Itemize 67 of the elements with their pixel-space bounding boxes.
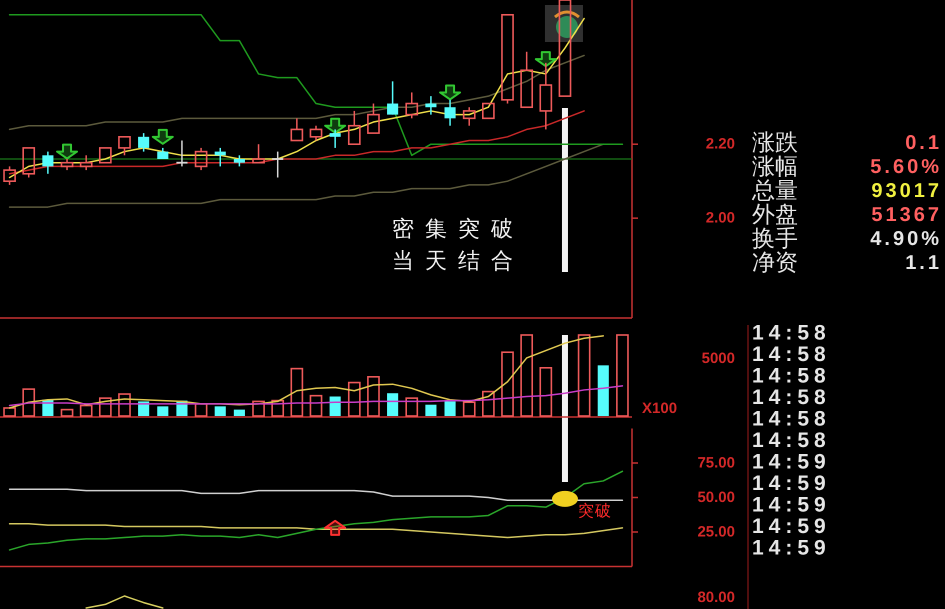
line-series (8, 488, 624, 502)
bar (214, 406, 226, 416)
bar (80, 404, 93, 417)
text: 14:59 (752, 536, 831, 560)
y-tick-label: 50.00 (697, 489, 735, 506)
bar (425, 404, 436, 416)
category-label: 净资 (752, 250, 798, 276)
text: 5000 (702, 350, 735, 367)
bar (539, 367, 552, 417)
category-label: 涨幅 (752, 154, 798, 180)
bar (367, 376, 380, 417)
y-tick-label: 25.00 (697, 524, 735, 540)
bar (501, 351, 514, 417)
bar (234, 410, 245, 416)
text: 93017 (871, 180, 942, 202)
category-label: 外盘 (752, 202, 798, 228)
text: 4.90% (870, 228, 942, 250)
bar (482, 390, 495, 417)
text: 14:58 (752, 343, 831, 366)
text: 14:58 (752, 386, 831, 409)
text: 0.1 (905, 132, 942, 154)
bar (405, 397, 418, 417)
bar (387, 393, 398, 416)
text: 14:58 (752, 408, 831, 430)
annotation: 密集突破 (392, 217, 524, 242)
text: 14:59 (752, 472, 831, 495)
bar (444, 401, 456, 416)
text: 14:59 (752, 450, 831, 474)
bar (330, 396, 341, 416)
category-label: 换手 (752, 226, 798, 252)
category-label: 涨跌 (752, 130, 798, 156)
bar (252, 400, 265, 417)
y-tick-label: 75.00 (697, 454, 735, 472)
bar (118, 393, 131, 417)
y-tick-label: 2.00 (706, 210, 735, 227)
bar (3, 407, 16, 417)
bar (462, 401, 476, 417)
text: 14:58 (752, 322, 831, 344)
text: 51367 (871, 204, 942, 226)
bar (616, 334, 629, 417)
text: 1.1 (905, 252, 942, 274)
bar (98, 397, 112, 417)
text: 14:59 (752, 494, 831, 516)
bar (598, 365, 609, 416)
text: 14:58 (752, 364, 831, 388)
bar (60, 408, 74, 417)
line-series (8, 54, 585, 130)
bar (348, 382, 361, 417)
y-tick-label: 2.20 (706, 136, 735, 153)
bar (157, 406, 168, 416)
text: 14:58 (752, 429, 831, 452)
bar (578, 334, 590, 417)
bar (290, 368, 304, 417)
bar (22, 388, 36, 417)
line-series (8, 470, 624, 551)
line-series (8, 143, 604, 208)
line-series (8, 14, 624, 156)
category-label: 总量 (751, 178, 798, 204)
annotation: 当天结合 (392, 249, 524, 274)
text: 80.00 (697, 589, 735, 606)
bar (271, 400, 284, 417)
bar (310, 394, 322, 417)
text: 14:59 (752, 515, 831, 538)
bar (520, 334, 534, 417)
text: 5.60% (870, 156, 942, 178)
text: X100 (642, 400, 678, 417)
annotation: 突破 (578, 501, 612, 520)
